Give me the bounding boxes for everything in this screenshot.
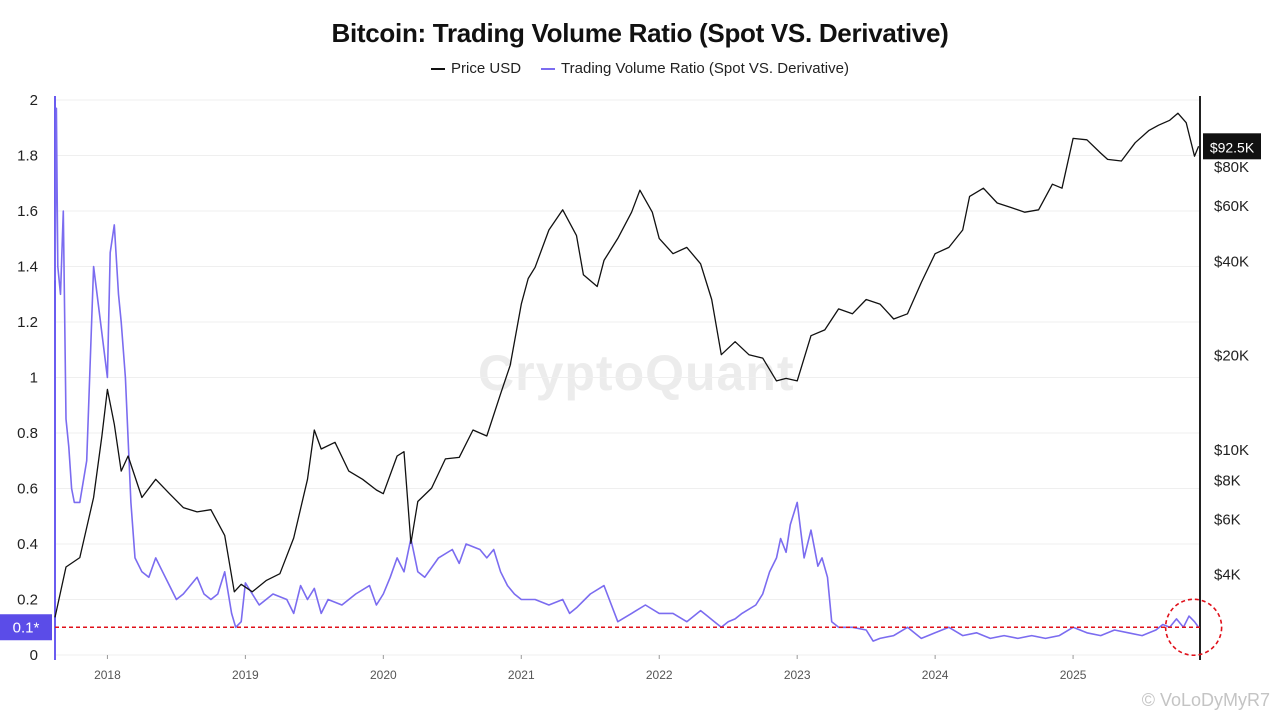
x-tick-label: 2021 — [508, 668, 535, 682]
legend-label-ratio: Trading Volume Ratio (Spot VS. Derivativ… — [561, 60, 849, 77]
y-right-tick-label: $10K — [1214, 442, 1249, 459]
y-left-tick-label: 1.4 — [17, 259, 38, 276]
y-right-tick-label: $40K — [1214, 253, 1249, 270]
y-left-tick-label: 0.6 — [17, 481, 38, 498]
y-left-tick-label: 0.4 — [17, 536, 38, 553]
y-left-tick-label: 0.2 — [17, 592, 38, 609]
legend-swatch-ratio — [541, 67, 556, 70]
y-left-tick-label: 0 — [30, 647, 38, 664]
ratio-series-line — [54, 107, 1200, 642]
y-right-tick-label: $4K — [1214, 567, 1241, 584]
last-price-label: $92.5K — [1210, 139, 1255, 155]
y-right-tick-label: $80K — [1214, 159, 1249, 176]
y-left-tick-label: 1 — [30, 370, 38, 387]
x-tick-label: 2019 — [232, 668, 259, 682]
x-tick-label: 2023 — [784, 668, 811, 682]
y-right-tick-label: $20K — [1214, 348, 1249, 365]
x-tick-label: 2025 — [1060, 668, 1087, 682]
y-left-tick-label: 2 — [30, 92, 38, 109]
y-left-tick-label: 1.6 — [17, 203, 38, 220]
y-right-tick-label: $60K — [1214, 198, 1249, 215]
x-tick-label: 2024 — [922, 668, 949, 682]
legend-label-price: Price USD — [451, 60, 522, 77]
y-right-tick-label: $8K — [1214, 472, 1241, 489]
highlight-circle — [1164, 598, 1223, 657]
price-series-line — [54, 112, 1200, 618]
legend-swatch-price — [431, 67, 446, 70]
footer-credit: © VoLoDyMyR7 — [1141, 690, 1270, 710]
chart-title: Bitcoin: Trading Volume Ratio (Spot VS. … — [331, 18, 949, 48]
x-tick-label: 2022 — [646, 668, 673, 682]
reference-line-badge — [0, 614, 52, 641]
last-price-badge — [1203, 133, 1261, 160]
y-left-tick-label: 1.2 — [17, 314, 38, 331]
legend-item-price[interactable]: Price USD — [431, 60, 521, 77]
y-left-tick-label: 1.8 — [17, 148, 38, 165]
legend-item-ratio[interactable]: Trading Volume Ratio (Spot VS. Derivativ… — [541, 60, 849, 77]
reference-line-label: 0.1* — [13, 619, 40, 636]
y-right-tick-label: $6K — [1214, 511, 1241, 528]
chart-legend: Price USD Trading Volume Ratio (Spot VS.… — [0, 60, 1280, 77]
x-tick-label: 2018 — [94, 668, 121, 682]
x-tick-label: 2020 — [370, 668, 397, 682]
y-left-tick-label: 0.8 — [17, 425, 38, 442]
watermark: CryptoQuant — [478, 345, 795, 401]
